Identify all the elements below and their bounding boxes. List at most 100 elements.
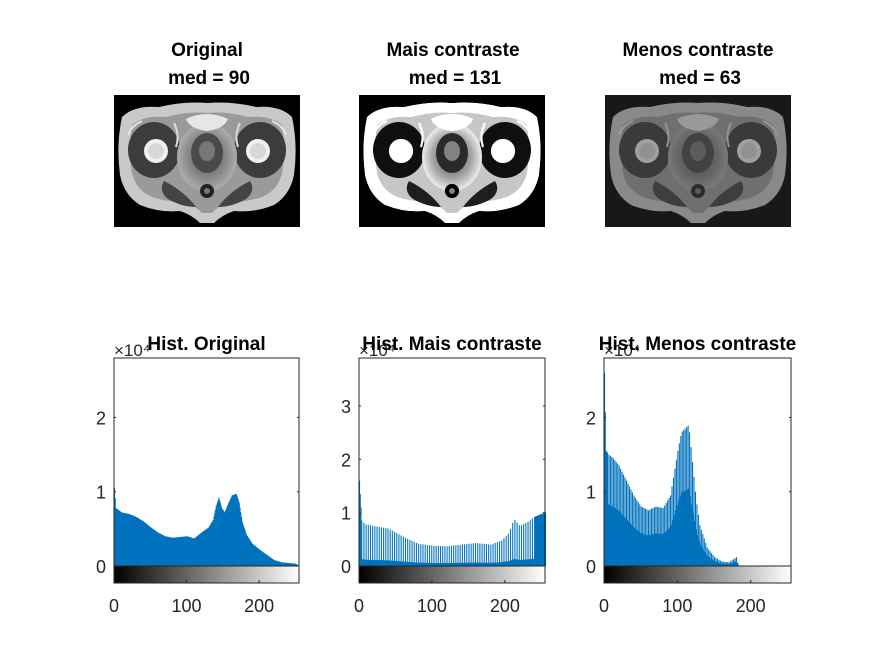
histogram-bar <box>478 562 480 566</box>
histogram-bar <box>256 547 258 566</box>
histogram-bar <box>642 507 644 566</box>
histogram-bar <box>483 543 485 566</box>
histogram-bar <box>369 525 372 566</box>
histogram-bar <box>398 534 400 566</box>
histogram-bar <box>407 561 409 566</box>
histogram-bar <box>177 537 179 566</box>
histogram-bar <box>172 537 174 566</box>
histogram-bar <box>609 505 611 566</box>
y-tick-label: 2 <box>96 408 106 428</box>
histogram-bar <box>624 477 626 566</box>
histogram-bar <box>439 546 442 566</box>
histogram-bar <box>273 560 275 566</box>
histogram-bar <box>684 428 686 566</box>
histogram-bar <box>445 563 447 566</box>
histogram-bar <box>644 534 646 566</box>
histogram-bar <box>617 463 619 566</box>
histogram-bar <box>203 530 206 566</box>
histogram-bar <box>164 536 166 566</box>
histogram-bar <box>193 538 195 566</box>
histogram-bar <box>228 501 230 566</box>
histogram-bar <box>442 546 444 566</box>
histogram-bar <box>215 506 217 566</box>
histogram-bar <box>225 508 227 566</box>
histogram-bar <box>469 562 471 566</box>
histogram-bars <box>114 488 300 566</box>
y-tick-label: 0 <box>586 557 596 577</box>
histogram-bar <box>153 529 155 566</box>
histogram-bar <box>293 563 295 566</box>
histogram-bar <box>400 535 402 566</box>
histogram-bar <box>704 552 706 566</box>
histogram-bar <box>673 514 675 566</box>
histogram-bar <box>656 506 658 566</box>
histogram-bar <box>208 527 210 566</box>
histogram-bar <box>402 561 404 566</box>
histogram-bar <box>482 562 484 566</box>
histogram-bar <box>697 514 699 566</box>
histogram-bar <box>442 563 444 566</box>
histogram-bar <box>731 560 733 566</box>
histogram-bar <box>495 562 497 566</box>
histogram-bar <box>140 519 142 566</box>
histogram-bar <box>470 543 472 566</box>
histogram-bar <box>612 506 614 566</box>
y-tick-label: 1 <box>586 483 596 503</box>
histogram-bar <box>672 477 675 566</box>
image-title-low-contrast-line2: med = 63 <box>659 68 741 89</box>
histogram-bar <box>477 562 479 566</box>
histogram-bar <box>196 536 198 566</box>
histogram-bar <box>700 529 702 566</box>
histogram-bar <box>535 516 537 566</box>
histogram-bar <box>209 524 211 566</box>
histogram-bar <box>531 518 533 566</box>
histogram-bar <box>523 524 525 566</box>
histogram-bar <box>162 535 164 566</box>
histogram-bar <box>512 559 514 566</box>
histogram-bar <box>625 518 627 566</box>
histogram-bar <box>156 531 158 566</box>
histogram-bar <box>360 507 362 566</box>
histogram-bar <box>604 411 606 566</box>
histogram-bar <box>692 462 694 566</box>
histogram-bar <box>227 505 229 566</box>
histogram-bar <box>406 561 408 566</box>
histogram-bar <box>501 562 504 566</box>
histogram-bar <box>509 528 512 566</box>
histogram-bar <box>736 562 738 566</box>
histogram-bar <box>199 533 201 566</box>
histogram-bar <box>730 561 732 566</box>
histogram-bar <box>222 510 224 566</box>
histogram-bar <box>205 529 207 566</box>
histogram-bar <box>244 530 246 566</box>
histogram-bar <box>185 536 187 566</box>
histogram-bar <box>116 509 118 566</box>
x-tick-label: 0 <box>354 596 364 616</box>
histogram-bar <box>198 534 200 566</box>
histogram-bar <box>363 522 365 566</box>
histogram-bar <box>184 536 186 566</box>
histogram-bar <box>526 559 528 566</box>
histogram-bar <box>394 560 396 566</box>
histogram-bar <box>211 522 213 566</box>
histogram-bar <box>165 536 167 566</box>
histogram-bar <box>195 537 197 566</box>
histogram-bar <box>726 563 728 566</box>
histogram-bar <box>691 504 693 566</box>
histogram-bar <box>461 544 463 566</box>
histogram-bar <box>657 533 659 566</box>
histogram-bar <box>676 505 678 566</box>
image-title-high-contrast-line1: Mais contraste <box>386 40 519 61</box>
histogram-bar <box>114 488 116 566</box>
histogram-bar <box>431 545 433 566</box>
histogram-bar <box>674 468 676 566</box>
histogram-bar <box>528 559 531 566</box>
histogram-bar <box>136 517 138 566</box>
histogram-bar <box>708 557 710 566</box>
histogram-bar <box>361 559 363 566</box>
histogram-bar <box>264 553 266 566</box>
histogram-bar <box>619 511 621 566</box>
histogram-bar <box>181 536 183 566</box>
